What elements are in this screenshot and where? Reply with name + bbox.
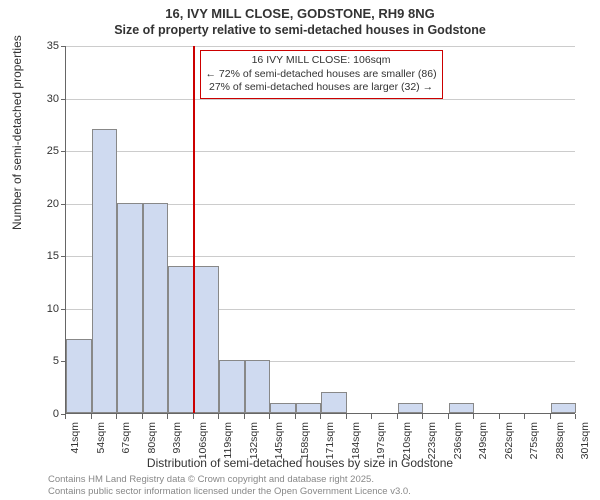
xtick-label: 301sqm <box>579 422 591 459</box>
bar <box>194 266 220 413</box>
xtick-label: 67sqm <box>120 422 132 454</box>
ytick-label: 35 <box>19 40 59 52</box>
credits-line1: Contains HM Land Registry data © Crown c… <box>48 474 411 486</box>
bar <box>449 403 475 414</box>
xtick-label: 41sqm <box>69 422 81 454</box>
xtick-mark <box>499 414 500 419</box>
bar <box>270 403 296 414</box>
chart-container: 16, IVY MILL CLOSE, GODSTONE, RH9 8NG Si… <box>0 0 600 500</box>
x-axis-label: Distribution of semi-detached houses by … <box>0 456 600 470</box>
bar <box>245 360 271 413</box>
ytick-label: 20 <box>19 198 59 210</box>
credits: Contains HM Land Registry data © Crown c… <box>48 474 411 498</box>
xtick-mark <box>524 414 525 419</box>
bar <box>321 392 347 413</box>
xtick-mark <box>142 414 143 419</box>
bar <box>398 403 424 414</box>
xtick-label: 171sqm <box>324 422 336 459</box>
gridline <box>66 151 575 152</box>
xtick-mark <box>550 414 551 419</box>
xtick-label: 54sqm <box>95 422 107 454</box>
bar <box>92 129 118 413</box>
annotation-line: ← 72% of semi-detached houses are smalle… <box>206 68 437 82</box>
xtick-mark <box>346 414 347 419</box>
xtick-mark <box>397 414 398 419</box>
xtick-label: 197sqm <box>375 422 387 459</box>
ytick-mark <box>61 99 66 100</box>
xtick-mark <box>448 414 449 419</box>
xtick-mark <box>218 414 219 419</box>
xtick-mark <box>320 414 321 419</box>
bar <box>551 403 577 414</box>
xtick-mark <box>269 414 270 419</box>
xtick-label: 119sqm <box>222 422 234 459</box>
xtick-mark <box>167 414 168 419</box>
xtick-mark <box>91 414 92 419</box>
xtick-label: 249sqm <box>477 422 489 459</box>
xtick-mark <box>244 414 245 419</box>
annotation-box: 16 IVY MILL CLOSE: 106sqm← 72% of semi-d… <box>200 50 443 99</box>
xtick-label: 106sqm <box>197 422 209 459</box>
marker-line <box>193 46 195 413</box>
xtick-mark <box>295 414 296 419</box>
bar <box>66 339 92 413</box>
xtick-label: 236sqm <box>452 422 464 459</box>
xtick-label: 80sqm <box>146 422 158 454</box>
bar <box>143 203 169 413</box>
y-ticks: 05101520253035 <box>20 46 65 414</box>
xtick-label: 93sqm <box>171 422 183 454</box>
xtick-label: 262sqm <box>503 422 515 459</box>
xtick-label: 288sqm <box>554 422 566 459</box>
bar <box>168 266 194 413</box>
ytick-mark <box>61 151 66 152</box>
ytick-label: 30 <box>19 93 59 105</box>
bar <box>117 203 143 413</box>
ytick-label: 0 <box>19 408 59 420</box>
xtick-label: 210sqm <box>401 422 413 459</box>
ytick-label: 15 <box>19 250 59 262</box>
xtick-mark <box>575 414 576 419</box>
bar <box>219 360 245 413</box>
plot-area: 16 IVY MILL CLOSE: 106sqm← 72% of semi-d… <box>65 46 575 414</box>
bar <box>296 403 322 414</box>
ytick-label: 25 <box>19 145 59 157</box>
xtick-mark <box>422 414 423 419</box>
xtick-mark <box>371 414 372 419</box>
xtick-label: 158sqm <box>299 422 311 459</box>
xtick-mark <box>473 414 474 419</box>
ytick-mark <box>61 309 66 310</box>
xtick-mark <box>65 414 66 419</box>
xtick-label: 132sqm <box>248 422 260 459</box>
xtick-label: 275sqm <box>528 422 540 459</box>
chart-subtitle: Size of property relative to semi-detach… <box>0 23 600 37</box>
credits-line2: Contains public sector information licen… <box>48 486 411 498</box>
chart-title: 16, IVY MILL CLOSE, GODSTONE, RH9 8NG <box>0 6 600 21</box>
annotation-line: 27% of semi-detached houses are larger (… <box>206 81 437 95</box>
annotation-line: 16 IVY MILL CLOSE: 106sqm <box>206 54 437 68</box>
xtick-mark <box>116 414 117 419</box>
ytick-mark <box>61 204 66 205</box>
ytick-label: 5 <box>19 355 59 367</box>
xtick-label: 145sqm <box>273 422 285 459</box>
gridline <box>66 46 575 47</box>
xtick-label: 223sqm <box>426 422 438 459</box>
xtick-mark <box>193 414 194 419</box>
ytick-mark <box>61 46 66 47</box>
ytick-mark <box>61 256 66 257</box>
xtick-label: 184sqm <box>350 422 362 459</box>
ytick-label: 10 <box>19 303 59 315</box>
